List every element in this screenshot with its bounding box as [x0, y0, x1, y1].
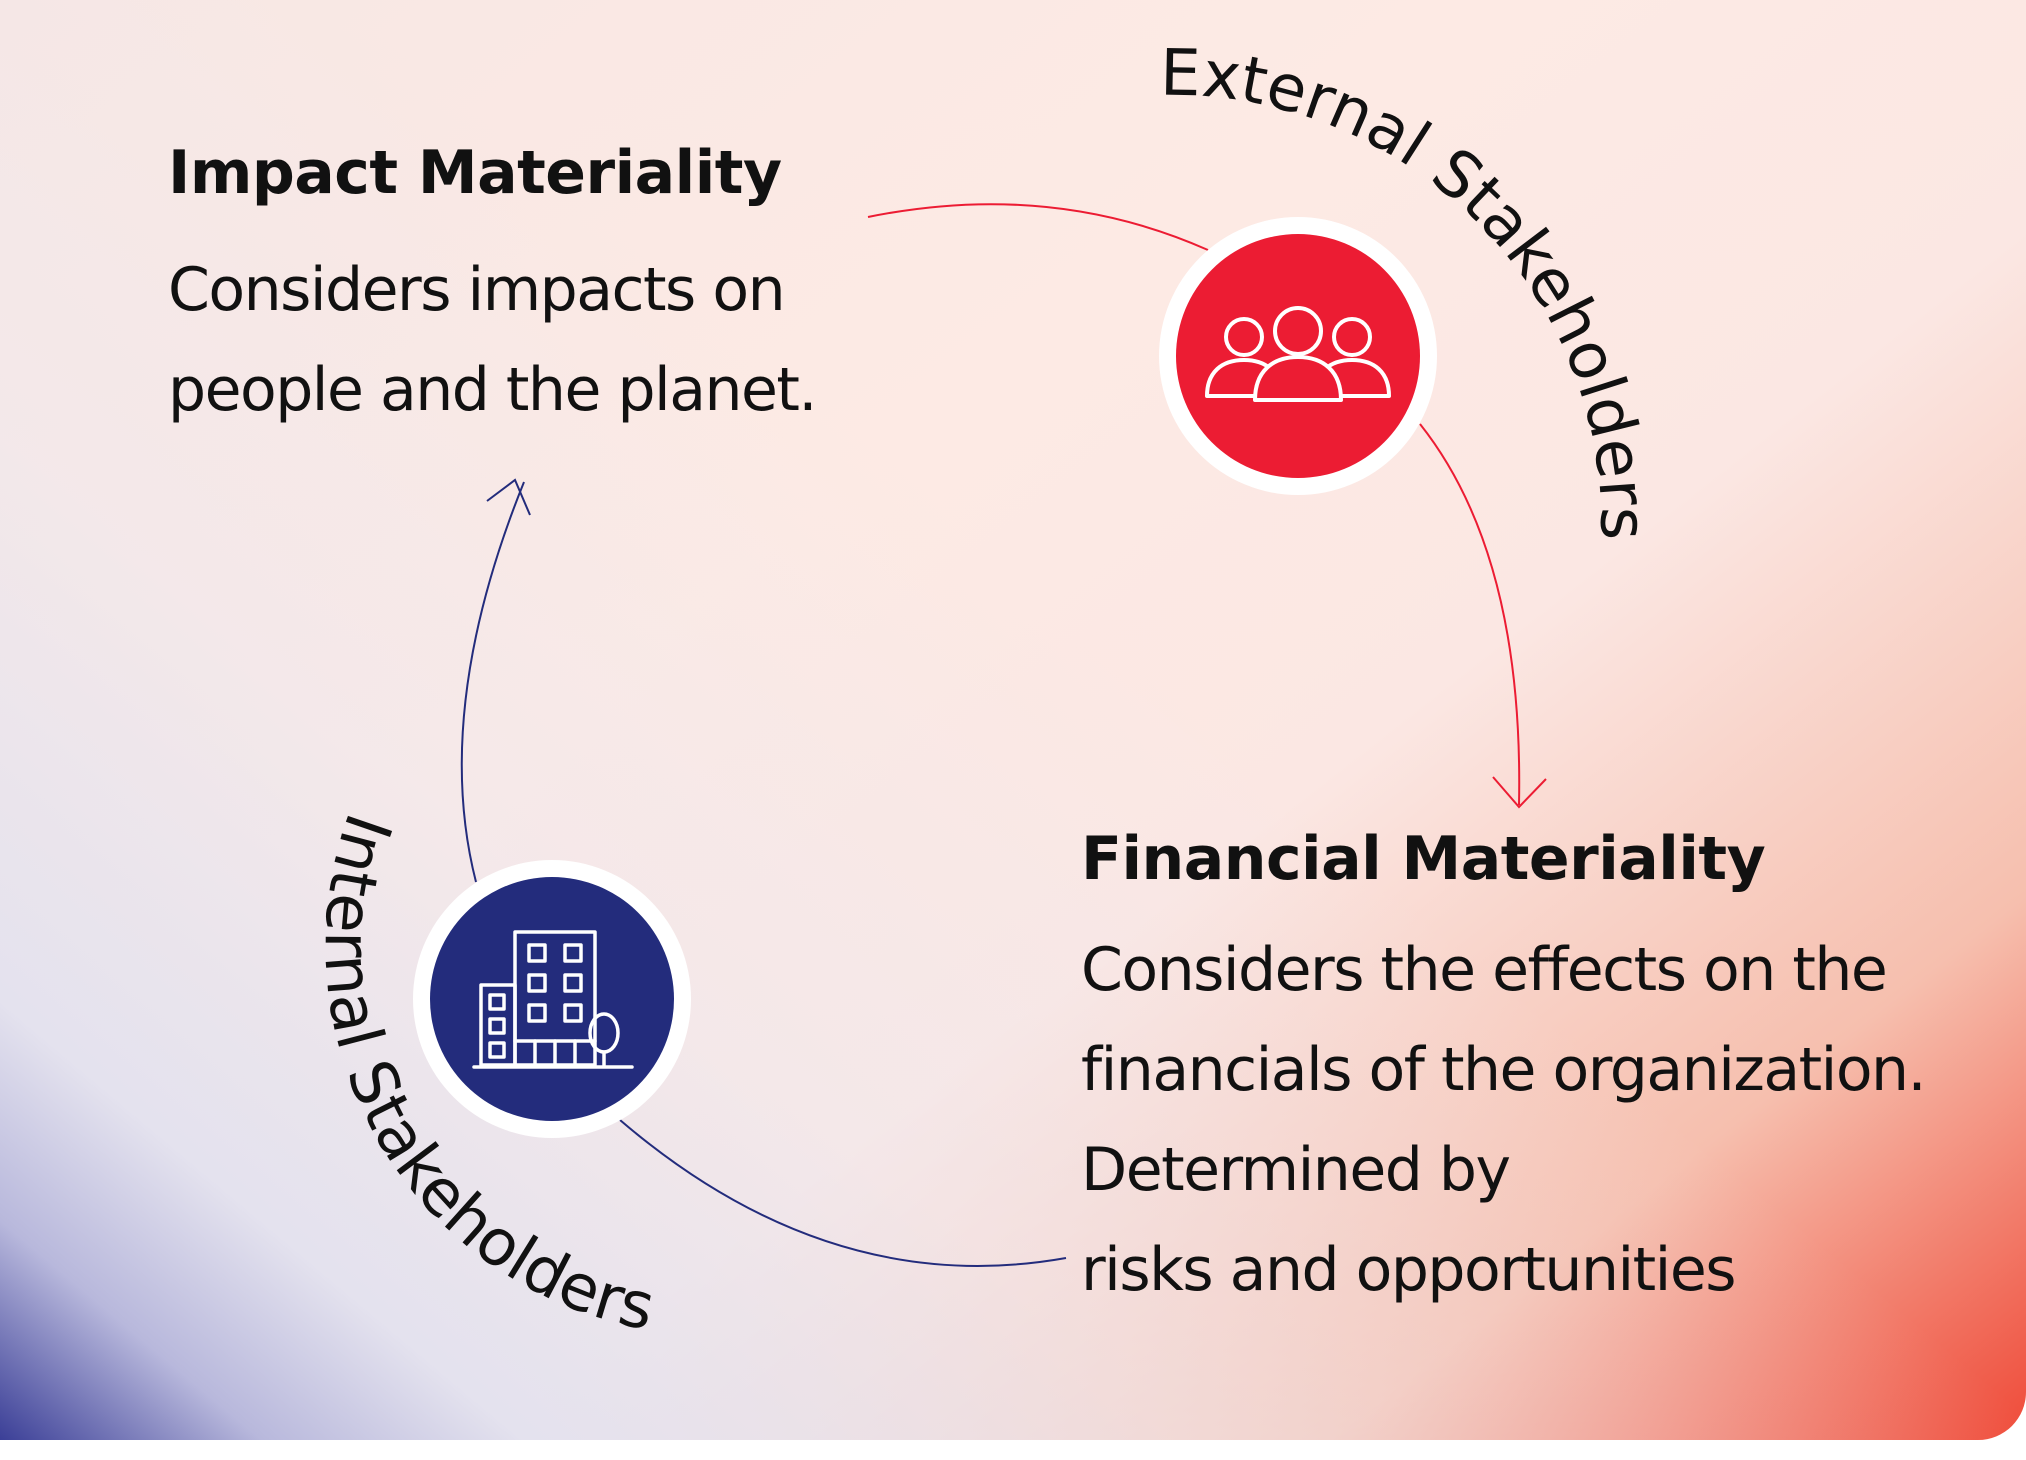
- internal-stakeholders-node: [413, 860, 691, 1138]
- arrowhead-impact: [486, 478, 531, 516]
- impact-materiality-title: Impact Materiality: [168, 138, 782, 208]
- arrowhead-financial: [1492, 776, 1547, 809]
- financial-materiality-title: Financial Materiality: [1081, 824, 1766, 894]
- financial-description-line: Considers the effects on the: [1081, 935, 1888, 1005]
- financial-description-line: financials of the organization.: [1081, 1035, 1927, 1105]
- impact-materiality-description: Considers impacts on people and the plan…: [168, 240, 818, 440]
- arrow-internal-to-impact: [460, 481, 525, 883]
- arrow-external-to-financial: [1419, 423, 1521, 806]
- financial-materiality-block: Financial Materiality Considers the effe…: [1081, 824, 1927, 1320]
- financial-description-line: risks and opportunities: [1081, 1235, 1737, 1305]
- arrow-financial-to-internal: [619, 1119, 1067, 1267]
- people-group-icon: [1205, 306, 1391, 402]
- impact-materiality-block: Impact Materiality Considers impacts on …: [168, 138, 818, 440]
- financial-description-line: Determined by: [1081, 1135, 1511, 1205]
- impact-description-line: Considers impacts on: [168, 255, 786, 325]
- external-stakeholders-node: [1159, 217, 1437, 495]
- impact-description-line: people and the planet.: [168, 355, 818, 425]
- office-building-icon: [472, 930, 634, 1069]
- arrow-impact-to-external: [867, 203, 1209, 251]
- financial-materiality-description: Considers the effects on the financials …: [1081, 920, 1927, 1320]
